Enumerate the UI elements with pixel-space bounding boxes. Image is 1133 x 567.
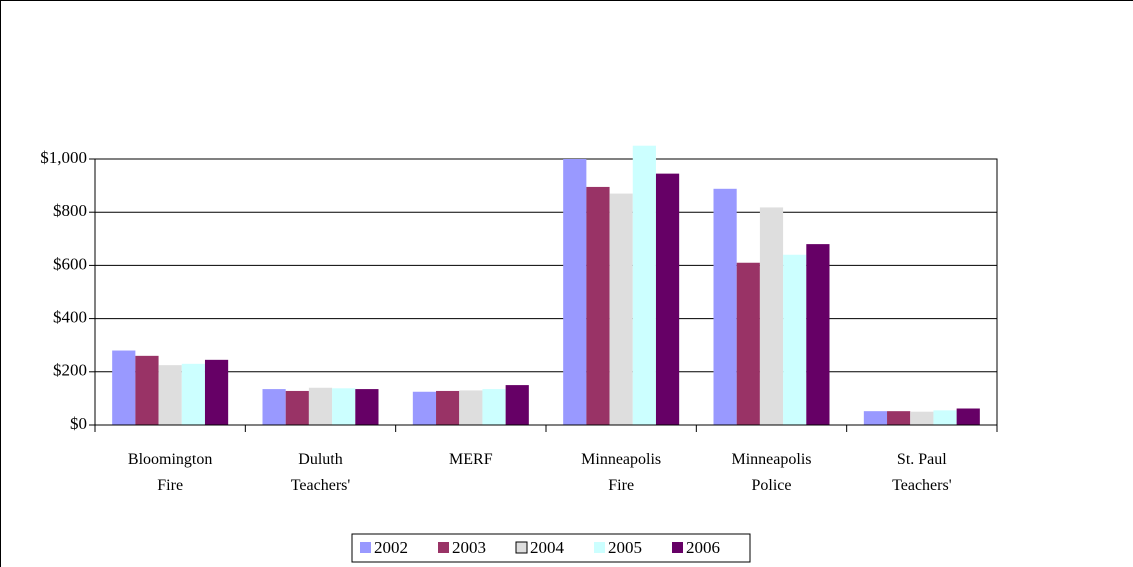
bar <box>332 388 356 425</box>
x-tick-label-box: Bloomington Fire <box>127 451 213 494</box>
y-tick-label: $0 <box>70 414 87 433</box>
legend-label: 2002 <box>374 538 408 557</box>
legend-label: 2004 <box>530 538 565 557</box>
x-tick-label: Minneapolis Fire <box>581 451 662 494</box>
legend-swatch <box>360 542 371 553</box>
x-tick-label: Duluth Teachers' <box>290 451 351 494</box>
bar <box>863 411 888 425</box>
x-tick-label-box: Minneapolis Fire <box>581 451 662 494</box>
bar <box>933 410 957 425</box>
bar <box>436 390 460 425</box>
x-tick-label: Minneapolis Police <box>731 451 812 494</box>
bar <box>285 390 309 425</box>
bar <box>482 389 506 425</box>
bar <box>412 391 437 425</box>
legend-label: 2003 <box>452 538 486 557</box>
legend-swatch <box>594 542 605 553</box>
bar <box>563 159 587 425</box>
bar <box>956 408 980 425</box>
bar <box>181 363 205 425</box>
bar <box>112 350 136 425</box>
y-tick-label: $1,000 <box>40 148 87 167</box>
bar <box>713 188 737 425</box>
bar <box>609 193 633 425</box>
legend-label: 2006 <box>686 538 720 557</box>
x-tick-label: MERF <box>449 451 493 468</box>
legend-swatch <box>515 541 528 554</box>
x-tick-label-box: St. Paul Teachers' <box>892 451 952 494</box>
bar <box>505 385 529 425</box>
bar <box>910 411 934 425</box>
bar <box>632 145 656 425</box>
y-tick-label: $600 <box>53 254 87 273</box>
bar <box>355 389 379 425</box>
bar <box>308 387 333 425</box>
legend-swatch <box>438 542 449 553</box>
bar <box>783 254 807 425</box>
x-tick-label: St. Paul Teachers' <box>892 451 952 494</box>
y-tick-label: $200 <box>53 361 87 380</box>
bar <box>158 365 182 425</box>
bar <box>759 207 784 425</box>
y-tick-label: $800 <box>53 201 87 220</box>
bar <box>586 186 610 425</box>
bar <box>887 411 911 425</box>
legend-label: 2005 <box>608 538 642 557</box>
x-tick-label-box: Duluth Teachers' <box>290 451 351 494</box>
bar <box>262 389 286 425</box>
bar <box>459 390 483 425</box>
bar <box>736 262 760 425</box>
x-tick-label-box: Minneapolis Police <box>731 451 812 494</box>
bar <box>204 359 229 425</box>
bar <box>655 173 680 425</box>
legend-swatch <box>672 542 683 553</box>
bar <box>135 355 159 425</box>
x-tick-label-box: MERF <box>449 451 493 468</box>
x-tick-label: Bloomington Fire <box>127 451 213 494</box>
legend-box <box>351 533 751 563</box>
y-tick-label: $400 <box>53 308 87 327</box>
bar <box>806 244 830 425</box>
plot-area <box>94 158 998 426</box>
